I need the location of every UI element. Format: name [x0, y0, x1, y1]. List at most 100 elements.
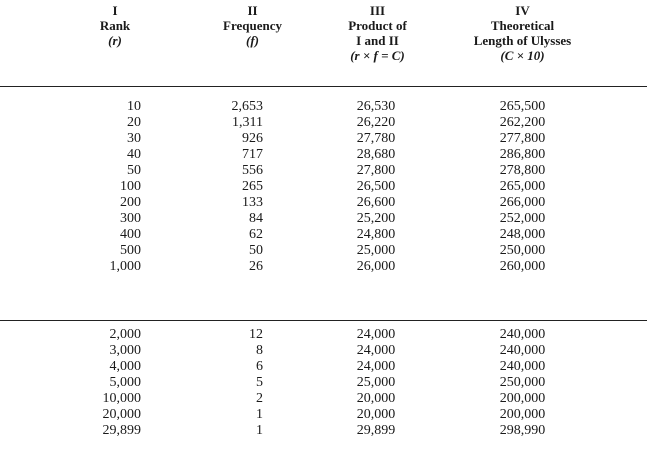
cell-rank: 30	[127, 131, 141, 146]
cell-frequency: 133	[242, 195, 263, 210]
table-row: 500 50 25,000 250,000	[0, 243, 647, 259]
table-row: 50 556 27,800 278,800	[0, 163, 647, 179]
cell-frequency: 1,311	[232, 115, 263, 130]
table-row: 3,000 8 24,000 240,000	[0, 343, 647, 359]
cell-theoretical-length: 240,000	[499, 343, 546, 358]
cell-frequency: 26	[249, 259, 263, 274]
cell-rank: 20	[127, 115, 141, 130]
cell-rank: 10,000	[102, 391, 142, 406]
cell-theoretical-length: 200,000	[499, 407, 546, 422]
cell-rank: 1,000	[109, 259, 142, 274]
cell-product: 24,800	[356, 227, 396, 242]
cell-product: 26,530	[356, 99, 396, 114]
cell-rank: 50	[127, 163, 141, 178]
cell-frequency: 926	[242, 131, 263, 146]
cell-theoretical-length: 277,800	[499, 131, 546, 146]
header-frequency: II Frequency (f)	[205, 3, 300, 48]
cell-frequency: 1	[256, 423, 263, 438]
header-numeral: III	[369, 3, 386, 18]
cell-product: 25,000	[356, 375, 396, 390]
cell-rank: 3,000	[109, 343, 142, 358]
table-row: 300 84 25,200 252,000	[0, 211, 647, 227]
cell-frequency: 1	[256, 407, 263, 422]
header-title-line: Rank	[99, 18, 131, 33]
table-row: 10 2,653 26,530 265,500	[0, 99, 647, 115]
cell-product: 25,200	[356, 211, 396, 226]
header-title-line: Theoretical	[490, 18, 555, 33]
cell-product: 24,000	[356, 327, 396, 342]
cell-rank: 5,000	[109, 375, 142, 390]
table-row: 2,000 12 24,000 240,000	[0, 327, 647, 343]
header-numeral: II	[247, 3, 258, 18]
cell-theoretical-length: 240,000	[499, 359, 546, 374]
cell-rank: 400	[120, 227, 141, 242]
cell-rank: 500	[120, 243, 141, 258]
cell-frequency: 50	[249, 243, 263, 258]
header-numeral: IV	[515, 3, 530, 18]
cell-frequency: 5	[256, 375, 263, 390]
cell-theoretical-length: 286,800	[499, 147, 546, 162]
cell-frequency: 84	[249, 211, 263, 226]
cell-rank: 10	[127, 99, 141, 114]
cell-theoretical-length: 250,000	[499, 243, 546, 258]
table-row: 4,000 6 24,000 240,000	[0, 359, 647, 375]
cell-rank: 300	[120, 211, 141, 226]
cell-theoretical-length: 250,000	[499, 375, 546, 390]
cell-theoretical-length: 240,000	[499, 327, 546, 342]
header-divider	[0, 86, 647, 87]
cell-frequency: 265	[242, 179, 263, 194]
cell-product: 29,899	[356, 423, 396, 438]
table-row: 100 265 26,500 265,000	[0, 179, 647, 195]
header-product: III Product of I and II (r × f = C)	[330, 3, 425, 63]
header-numeral: I	[112, 3, 118, 18]
cell-product: 27,780	[356, 131, 396, 146]
cell-theoretical-length: 262,200	[499, 115, 546, 130]
cell-rank: 20,000	[102, 407, 142, 422]
table-row: 1,000 26 26,000 260,000	[0, 259, 647, 275]
cell-frequency: 12	[249, 327, 263, 342]
cell-product: 26,220	[356, 115, 396, 130]
header-theoretical-length: IV Theoretical Length of Ulysses (C × 10…	[455, 3, 590, 63]
group-divider	[0, 320, 647, 321]
cell-rank: 29,899	[102, 423, 142, 438]
table-row: 29,899 1 29,899 298,990	[0, 423, 647, 439]
cell-theoretical-length: 265,500	[499, 99, 546, 114]
header-title-line: Product of	[348, 18, 407, 33]
cell-product: 20,000	[356, 391, 396, 406]
cell-product: 28,680	[356, 147, 396, 162]
cell-frequency: 8	[256, 343, 263, 358]
header-title-line: Frequency	[223, 18, 282, 33]
cell-theoretical-length: 252,000	[499, 211, 546, 226]
cell-frequency: 556	[242, 163, 263, 178]
cell-theoretical-length: 266,000	[499, 195, 546, 210]
cell-product: 27,800	[356, 163, 396, 178]
cell-rank: 200	[120, 195, 141, 210]
cell-theoretical-length: 248,000	[499, 227, 546, 242]
header-symbol: (r × f = C)	[350, 48, 405, 63]
cell-frequency: 2	[256, 391, 263, 406]
header-title-line: I and II	[356, 33, 399, 48]
cell-rank: 100	[120, 179, 141, 194]
cell-theoretical-length: 265,000	[499, 179, 546, 194]
cell-theoretical-length: 260,000	[499, 259, 546, 274]
cell-rank: 4,000	[109, 359, 142, 374]
header-symbol: (C × 10)	[500, 48, 545, 63]
table-row: 20 1,311 26,220 262,200	[0, 115, 647, 131]
header-title-line: Length of Ulysses	[473, 33, 572, 48]
header-rank: I Rank (r)	[85, 3, 145, 48]
cell-theoretical-length: 200,000	[499, 391, 546, 406]
cell-frequency: 717	[242, 147, 263, 162]
cell-product: 24,000	[356, 359, 396, 374]
table-row: 400 62 24,800 248,000	[0, 227, 647, 243]
table-row: 200 133 26,600 266,000	[0, 195, 647, 211]
cell-rank: 2,000	[109, 327, 142, 342]
cell-product: 26,500	[356, 179, 396, 194]
table-row: 5,000 5 25,000 250,000	[0, 375, 647, 391]
cell-product: 26,600	[356, 195, 396, 210]
cell-frequency: 2,653	[231, 99, 264, 114]
cell-frequency: 62	[249, 227, 263, 242]
table-row: 10,000 2 20,000 200,000	[0, 391, 647, 407]
cell-frequency: 6	[256, 359, 263, 374]
cell-theoretical-length: 278,800	[499, 163, 546, 178]
